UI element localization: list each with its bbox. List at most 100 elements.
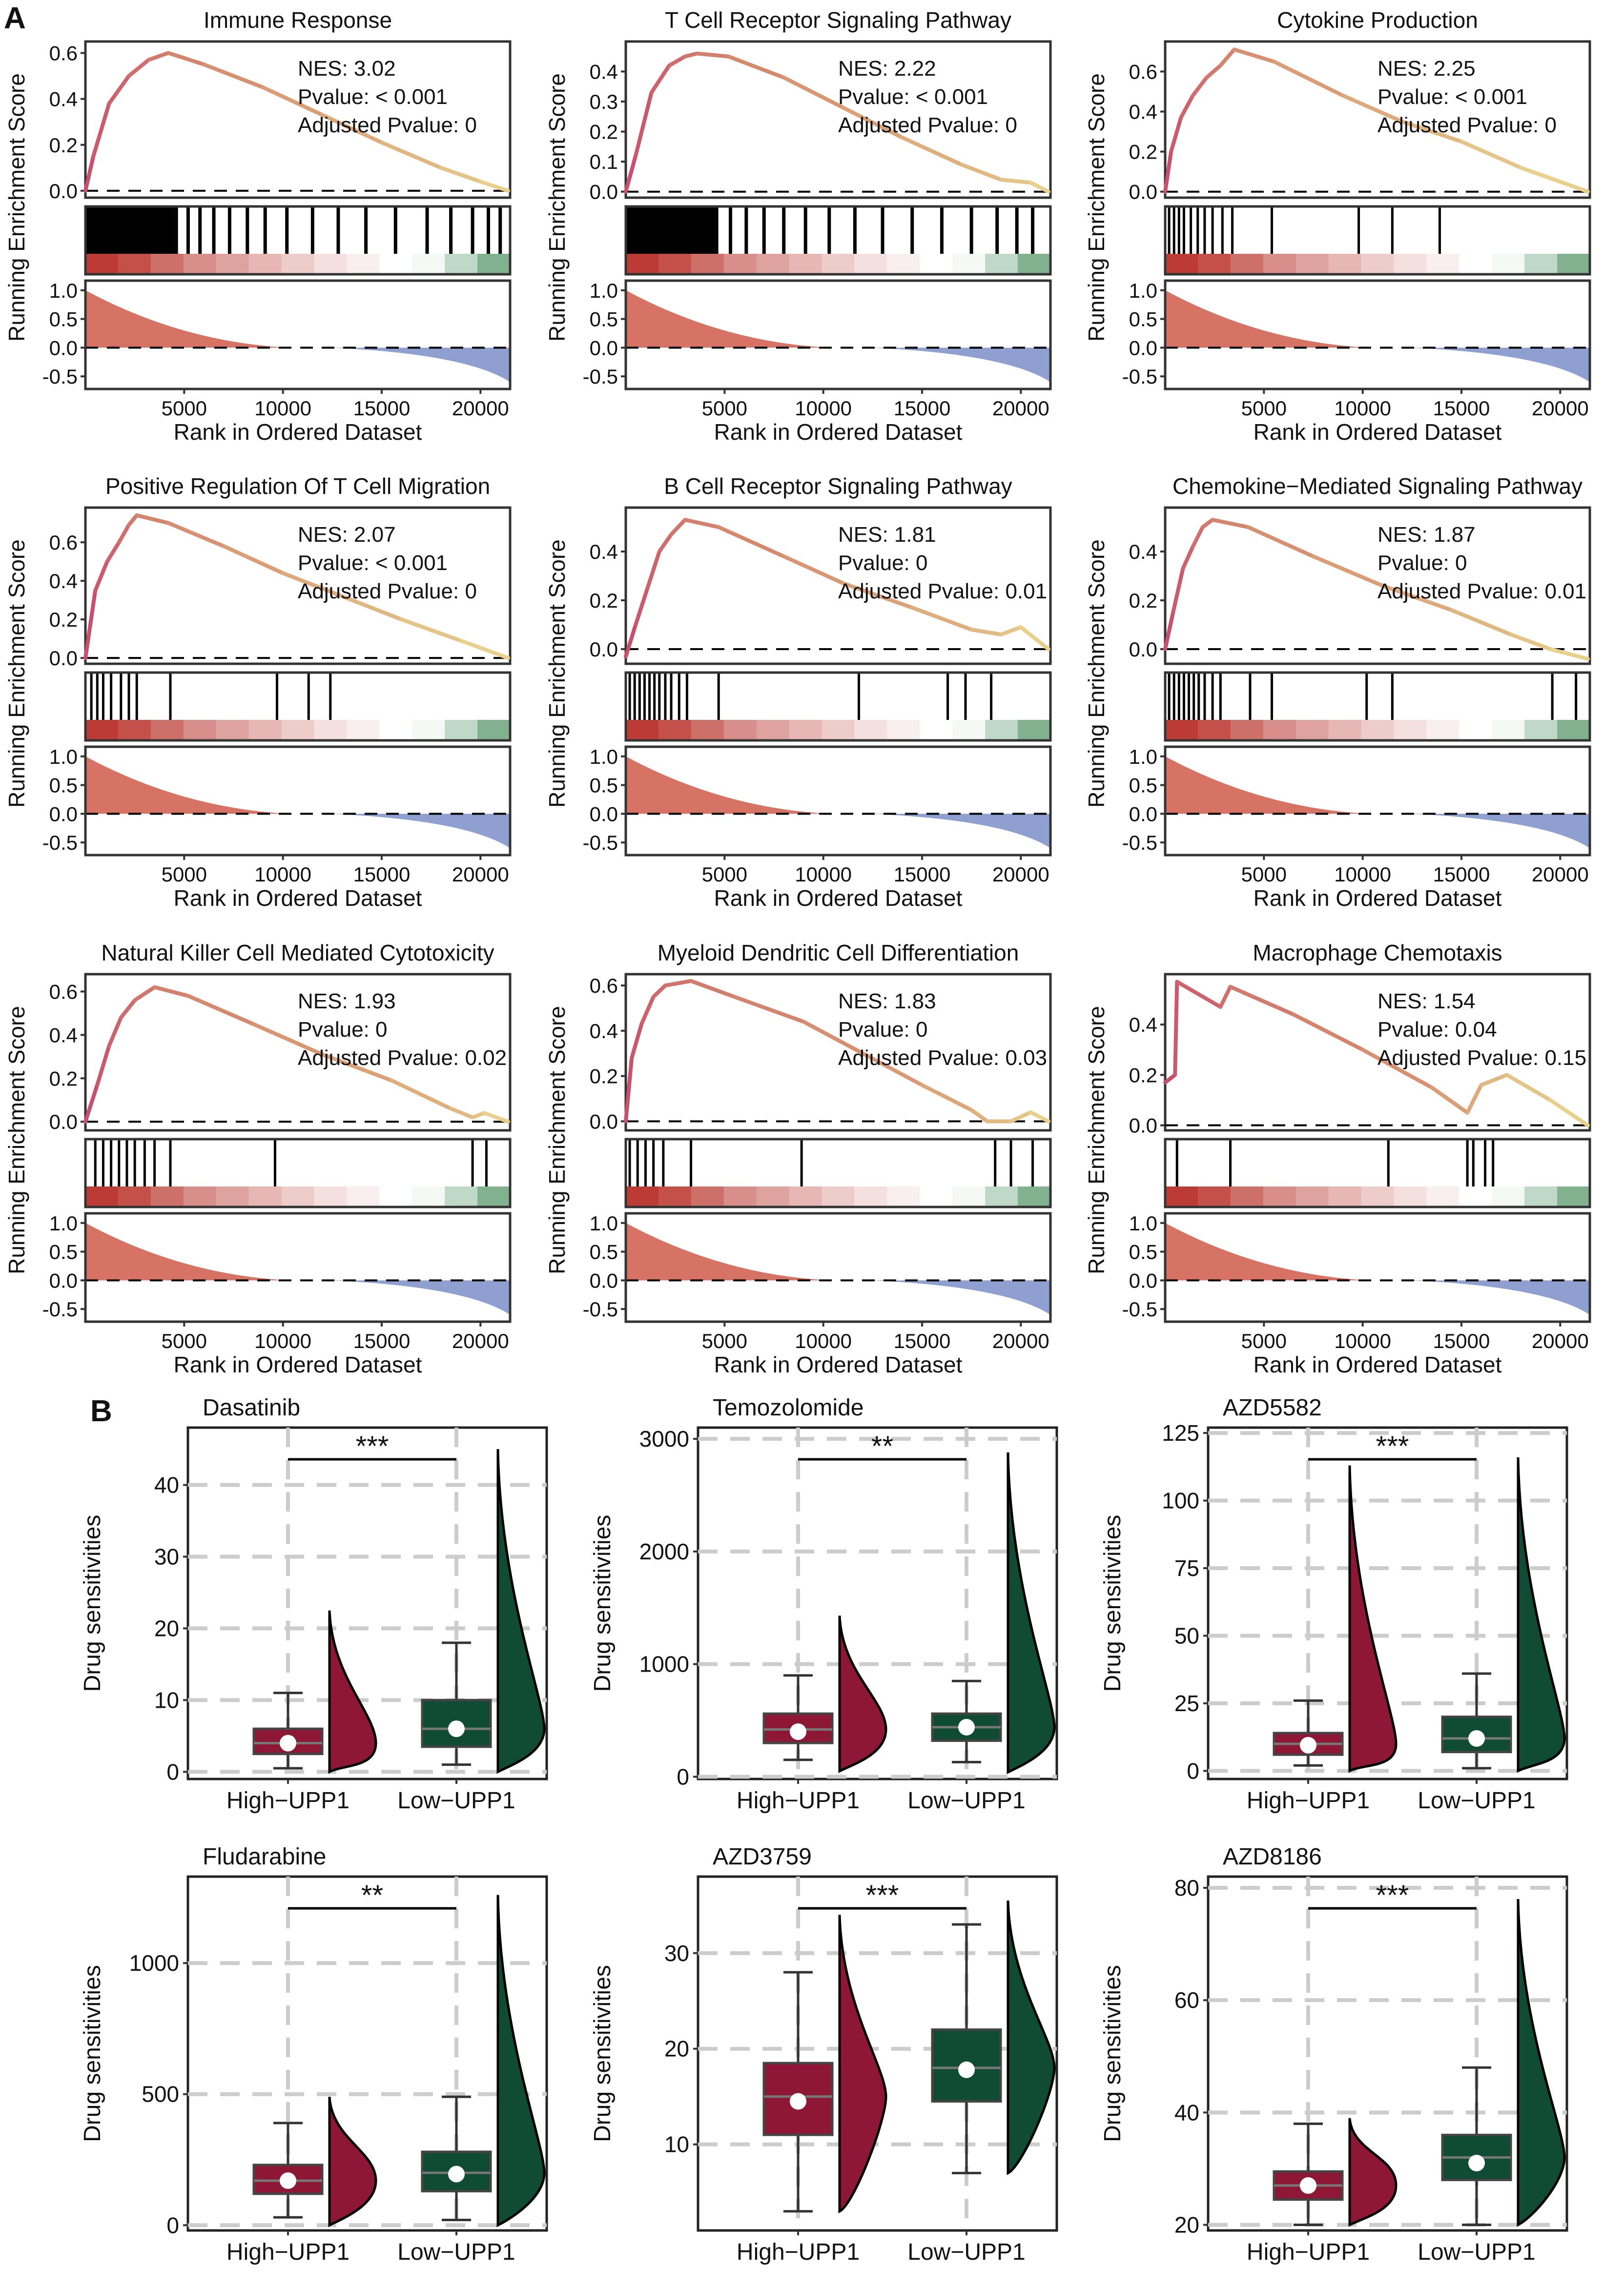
adj-pvalue-label: Adjusted Pvalue: 0.15 xyxy=(1377,1046,1586,1070)
y-axis-label: Running Enrichment Score xyxy=(544,539,570,808)
rank-bin xyxy=(85,1186,119,1207)
rank-bin xyxy=(445,720,478,740)
es-curve-segment xyxy=(1169,115,1183,154)
es-curve-segment xyxy=(1179,93,1195,120)
metric-tick-label: 0.0 xyxy=(590,336,618,359)
rank-bin xyxy=(248,254,282,274)
metric-negative-area xyxy=(329,1280,510,1315)
category-label: Low−UPP1 xyxy=(907,2239,1025,2265)
metric-tick-label: 1.0 xyxy=(49,279,78,302)
y-tick-label: 60 xyxy=(1174,1987,1199,2013)
es-curve-segment xyxy=(695,51,731,59)
y-tick-label: 20 xyxy=(1174,2212,1199,2237)
y-axis-label: Running Enrichment Score xyxy=(4,1006,29,1274)
es-frame xyxy=(1164,506,1591,665)
rank-bin xyxy=(920,254,953,274)
significance-label: *** xyxy=(866,1880,899,1911)
gsea-title: T Cell Receptor Signaling Pathway xyxy=(665,7,1011,33)
es-curve-segment xyxy=(1311,554,1385,588)
metric-negative-area xyxy=(870,1280,1050,1315)
rank-bin xyxy=(1018,254,1051,274)
es-curve-segment xyxy=(634,90,654,158)
rank-bin xyxy=(1524,1186,1558,1207)
rank-bin xyxy=(1426,1186,1460,1207)
x-tick-label: 15000 xyxy=(353,397,411,420)
metric-tick-label: -0.5 xyxy=(583,1298,618,1321)
metric-tick-label: -0.5 xyxy=(583,831,618,854)
es-tick-label: 0.6 xyxy=(1129,61,1157,83)
adj-pvalue-label: Adjusted Pvalue: 0.02 xyxy=(298,1046,507,1070)
drug-frame xyxy=(697,1875,1058,2232)
pvalue-label: Pvalue: < 0.001 xyxy=(298,85,448,109)
rank-bin xyxy=(723,254,757,274)
rank-bin xyxy=(216,1186,249,1207)
rank-bin xyxy=(1263,1186,1296,1207)
x-axis-label: Rank in Ordered Dataset xyxy=(714,885,963,911)
rank-bin xyxy=(412,254,446,274)
rank-bin xyxy=(379,720,413,740)
y-tick-label: 0 xyxy=(1187,1758,1199,1783)
half-violin xyxy=(328,2096,377,2228)
rank-bin xyxy=(920,720,953,740)
significance-label: *** xyxy=(1376,1880,1409,1911)
drug-title: Fludarabine xyxy=(203,1844,327,1870)
hits-frame xyxy=(624,671,1052,742)
rank-bin xyxy=(1524,254,1558,274)
drug-title: Dasatinib xyxy=(203,1395,300,1421)
metric-tick-label: 0.0 xyxy=(49,336,78,359)
metric-positive-area xyxy=(626,756,831,814)
es-tick-label: 0.4 xyxy=(49,570,78,593)
gsea-title: Immune Response xyxy=(204,7,392,33)
nes-label: NES: 3.02 xyxy=(298,57,396,81)
rank-bin xyxy=(952,720,986,740)
es-tick-label: 0.4 xyxy=(1129,540,1157,563)
es-curve-segment xyxy=(841,581,914,610)
rank-bin xyxy=(1018,720,1051,740)
y-tick-label: 75 xyxy=(1174,1555,1199,1581)
x-tick-label: 20000 xyxy=(1532,863,1589,886)
y-axis-label: Running Enrichment Score xyxy=(1084,1006,1109,1274)
es-curve-segment xyxy=(340,594,404,622)
drug-plot-1: Temozolomide 0 1000 2000 3000 ** High−UPP1 Low−… xyxy=(590,1395,1058,1814)
x-axis-label: Rank in Ordered Dataset xyxy=(174,419,422,445)
hits-frame xyxy=(1164,671,1591,742)
metric-tick-label: 1.0 xyxy=(1129,279,1157,302)
category-label: High−UPP1 xyxy=(226,2239,349,2265)
es-frame xyxy=(84,506,512,665)
es-curve-segment xyxy=(1211,518,1250,529)
x-tick-label: 15000 xyxy=(1433,397,1490,420)
es-frame xyxy=(624,506,1052,665)
es-curve-segment xyxy=(320,1052,394,1083)
x-tick-label: 20000 xyxy=(1532,1329,1589,1352)
rank-bin xyxy=(281,1186,315,1207)
es-tick-label: 0.4 xyxy=(1129,101,1157,123)
metric-frame xyxy=(1164,1212,1591,1323)
es-curve-segment xyxy=(93,559,109,593)
x-tick-label: 10000 xyxy=(1334,397,1391,420)
es-curve-segment xyxy=(781,75,845,110)
rank-bin xyxy=(658,720,692,740)
rank-bin xyxy=(281,254,315,274)
x-axis-label: Rank in Ordered Dataset xyxy=(1254,885,1502,911)
y-tick-label: 30 xyxy=(154,1544,179,1569)
x-axis-label: Rank in Ordered Dataset xyxy=(714,1352,963,1377)
pvalue-label: Pvalue: 0 xyxy=(838,1018,927,1042)
gsea-plot-1: T Cell Receptor Signaling Pathway 0.0 0.1 0… xyxy=(544,7,1052,445)
y-tick-label: 3000 xyxy=(639,1426,689,1452)
half-violin xyxy=(496,1449,546,1774)
category-label: High−UPP1 xyxy=(1247,1788,1370,1814)
metric-tick-label: 0.0 xyxy=(49,1269,78,1292)
x-tick-label: 20000 xyxy=(992,397,1049,420)
y-tick-label: 20 xyxy=(664,2036,689,2062)
metric-tick-label: 0.0 xyxy=(590,1269,618,1292)
rank-bin xyxy=(183,254,217,274)
rank-bin xyxy=(1197,254,1231,274)
es-curve-segment xyxy=(458,638,510,660)
es-curve-segment xyxy=(1449,608,1513,636)
metric-tick-label: -0.5 xyxy=(1122,365,1157,388)
es-curve-segment xyxy=(732,995,806,1024)
es-frame xyxy=(84,973,512,1132)
es-curve-segment xyxy=(133,985,157,1002)
metric-negative-area xyxy=(329,348,510,382)
es-curve-segment xyxy=(399,617,463,643)
